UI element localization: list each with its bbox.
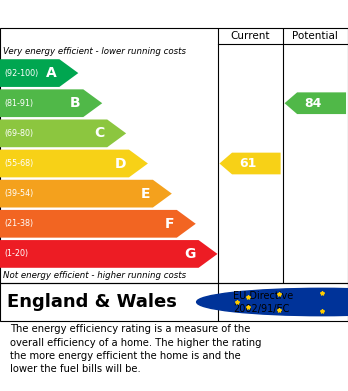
Text: A: A bbox=[46, 66, 57, 80]
Polygon shape bbox=[285, 92, 346, 114]
Polygon shape bbox=[0, 59, 78, 87]
Polygon shape bbox=[0, 210, 196, 238]
Text: (69-80): (69-80) bbox=[4, 129, 33, 138]
Text: E: E bbox=[141, 187, 150, 201]
Text: Potential: Potential bbox=[292, 31, 338, 41]
Text: Energy Efficiency Rating: Energy Efficiency Rating bbox=[10, 7, 220, 22]
Text: Current: Current bbox=[230, 31, 270, 41]
Polygon shape bbox=[0, 90, 102, 117]
Text: 2002/91/EC: 2002/91/EC bbox=[233, 304, 290, 314]
Text: (1-20): (1-20) bbox=[4, 249, 28, 258]
Text: The energy efficiency rating is a measure of the
overall efficiency of a home. T: The energy efficiency rating is a measur… bbox=[10, 325, 262, 374]
Text: F: F bbox=[165, 217, 174, 231]
Polygon shape bbox=[0, 180, 172, 208]
Text: 61: 61 bbox=[239, 157, 256, 170]
Text: D: D bbox=[115, 156, 126, 170]
Text: (21-38): (21-38) bbox=[4, 219, 33, 228]
Text: C: C bbox=[94, 126, 104, 140]
Text: G: G bbox=[184, 247, 196, 261]
Text: 84: 84 bbox=[304, 97, 322, 110]
Text: (39-54): (39-54) bbox=[4, 189, 33, 198]
Polygon shape bbox=[0, 150, 148, 178]
Polygon shape bbox=[0, 240, 218, 268]
Text: EU Directive: EU Directive bbox=[233, 291, 293, 301]
Text: (92-100): (92-100) bbox=[4, 68, 38, 77]
Text: England & Wales: England & Wales bbox=[7, 293, 177, 311]
Text: Not energy efficient - higher running costs: Not energy efficient - higher running co… bbox=[3, 271, 187, 280]
Circle shape bbox=[197, 288, 348, 316]
Polygon shape bbox=[220, 152, 280, 174]
Text: (55-68): (55-68) bbox=[4, 159, 33, 168]
Polygon shape bbox=[0, 120, 126, 147]
Text: B: B bbox=[70, 96, 80, 110]
Text: Very energy efficient - lower running costs: Very energy efficient - lower running co… bbox=[3, 47, 187, 56]
Text: (81-91): (81-91) bbox=[4, 99, 33, 108]
